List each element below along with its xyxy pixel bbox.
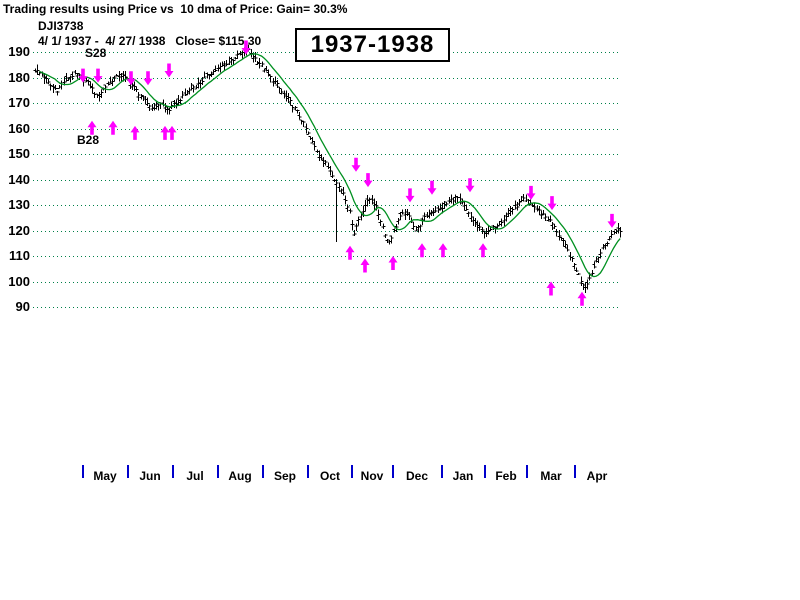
buy-arrow-12 (546, 281, 556, 296)
buy-arrow-1 (87, 120, 97, 135)
sell-arrow-8 (363, 173, 373, 188)
buy-arrow-9 (417, 243, 427, 258)
price-bars (33, 44, 623, 293)
sell-arrow-13 (547, 196, 557, 211)
month-tick-may (82, 465, 84, 478)
month-tick-oct (307, 465, 309, 478)
month-ticks (82, 465, 576, 478)
buy-arrow-2 (108, 120, 118, 135)
month-tick-jul (172, 465, 174, 478)
sell-arrow-1 (78, 68, 88, 83)
sell-arrow-9 (405, 188, 415, 203)
buy-arrow-10 (438, 243, 448, 258)
month-tick-mar (526, 465, 528, 478)
buy-arrow-8 (388, 256, 398, 270)
sell-arrows (78, 40, 617, 228)
buy-arrow-11 (478, 243, 488, 258)
sell-arrow-5 (164, 63, 174, 78)
sell-arrow-10 (427, 180, 437, 195)
ma-line (39, 53, 621, 278)
sell-arrow-7 (351, 157, 361, 172)
sell-arrow-14 (607, 213, 617, 228)
buy-arrow-5 (167, 125, 177, 140)
month-tick-aug (217, 465, 219, 478)
sell-arrow-4 (143, 71, 153, 86)
month-tick-dec (392, 465, 394, 478)
sell-arrow-3 (126, 71, 136, 86)
month-tick-feb (484, 465, 486, 478)
month-tick-jan (441, 465, 443, 478)
buy-arrow-6 (345, 245, 355, 260)
month-tick-apr (574, 465, 576, 478)
buy-arrow-3 (130, 125, 140, 140)
month-tick-jun (127, 465, 129, 478)
month-tick-nov (351, 465, 353, 478)
sell-arrow-12 (526, 185, 536, 200)
sell-arrow-6 (241, 40, 251, 55)
buy-arrows (87, 120, 587, 306)
buy-arrow-4 (160, 125, 170, 140)
buy-arrow-13 (577, 291, 587, 306)
buy-arrow-7 (360, 258, 370, 273)
sell-arrow-2 (93, 68, 103, 83)
month-tick-sep (262, 465, 264, 478)
sell-arrow-11 (465, 178, 475, 193)
